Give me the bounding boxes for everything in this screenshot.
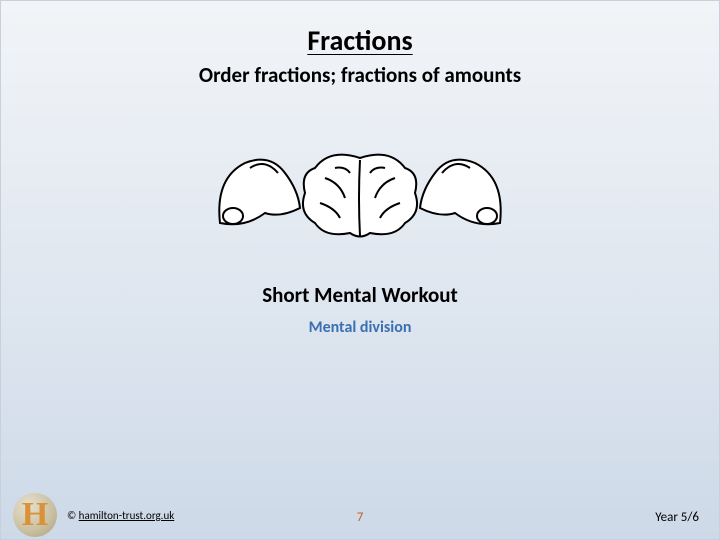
page-number: 7 bbox=[357, 510, 364, 525]
brain-arms-icon bbox=[210, 118, 510, 268]
logo-letter: H bbox=[22, 498, 48, 532]
copyright-link[interactable]: hamilton-trust.org.uk bbox=[79, 509, 175, 522]
footer: H © hamilton-trust.org.uk 7 Year 5/6 bbox=[1, 491, 719, 539]
workout-topic: Mental division bbox=[1, 318, 719, 337]
logo-badge: H bbox=[13, 493, 57, 537]
year-label: Year 5/6 bbox=[655, 510, 699, 525]
page-subtitle: Order fractions; fractions of amounts bbox=[1, 62, 719, 88]
copyright: © hamilton-trust.org.uk bbox=[67, 509, 174, 522]
copyright-prefix: © bbox=[67, 509, 79, 522]
workout-heading: Short Mental Workout bbox=[1, 282, 719, 308]
brain-muscle-graphic bbox=[210, 118, 510, 268]
slide: Fractions Order fractions; fractions of … bbox=[0, 0, 720, 540]
page-title: Fractions bbox=[1, 23, 719, 58]
